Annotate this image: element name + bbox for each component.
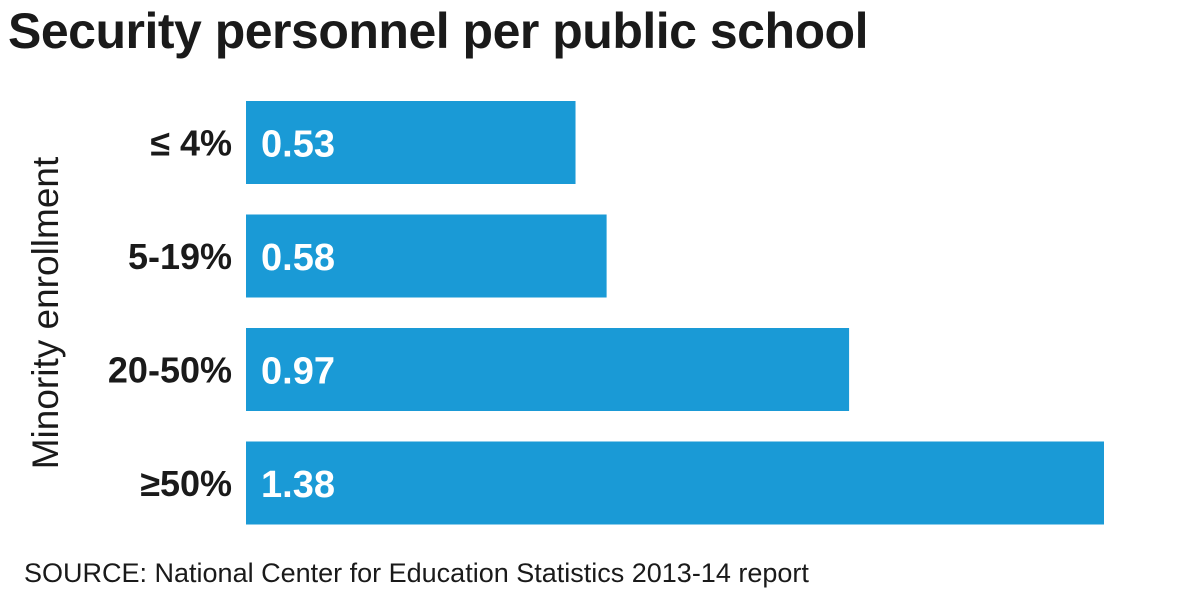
category-label-0: ≤ 4% bbox=[150, 123, 232, 164]
value-label-3: 1.38 bbox=[261, 464, 335, 506]
bar-0 bbox=[246, 101, 576, 184]
chart-title: Security personnel per public school bbox=[8, 3, 868, 59]
source-note: SOURCE: National Center for Education St… bbox=[24, 558, 809, 588]
bar-3 bbox=[246, 441, 1104, 525]
value-label-2: 0.97 bbox=[261, 351, 335, 393]
category-label-2: 20-50% bbox=[108, 350, 232, 391]
bar-2 bbox=[246, 328, 850, 411]
value-label-0: 0.53 bbox=[261, 124, 335, 166]
value-label-1: 0.58 bbox=[261, 237, 335, 279]
bar-1 bbox=[246, 214, 607, 298]
category-label-3: ≥50% bbox=[140, 463, 232, 504]
category-label-1: 5-19% bbox=[128, 236, 232, 277]
